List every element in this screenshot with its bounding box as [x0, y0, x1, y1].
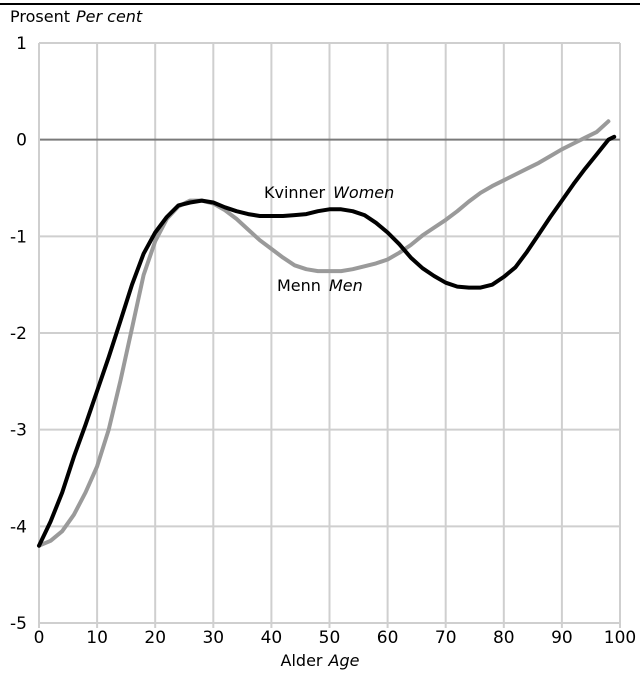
x-tick-label: 70 — [435, 628, 457, 648]
x-tick-label: 30 — [202, 628, 224, 648]
y-axis-title-secondary: Per cent — [75, 7, 143, 26]
x-tick-label: 40 — [261, 628, 283, 648]
x-tick-label: 10 — [86, 628, 108, 648]
y-tick-label: -2 — [10, 324, 27, 344]
y-tick-label: -1 — [10, 227, 27, 247]
x-tick-label: 100 — [604, 628, 636, 648]
y-tick-label: -3 — [10, 421, 27, 441]
x-axis-title-secondary: Age — [328, 651, 360, 670]
x-tick-label: 80 — [493, 628, 515, 648]
series-label-menn: Menn Men — [277, 276, 363, 295]
y-tick-label: -4 — [10, 517, 27, 537]
x-axis-title-primary: Alder — [280, 651, 323, 670]
x-axis-title: Alder Age — [0, 651, 640, 670]
x-tick-label: 0 — [34, 628, 45, 648]
top-rule — [0, 3, 640, 5]
y-axis-title-primary: Prosent — [10, 7, 70, 26]
y-tick-label: 0 — [16, 131, 27, 151]
y-axis-title: Prosent Per cent — [10, 7, 142, 26]
x-tick-label: 50 — [319, 628, 341, 648]
series-line-menn — [37, 119, 611, 548]
x-tick-label: 90 — [551, 628, 573, 648]
series-line-kvinner — [37, 134, 617, 548]
y-tick-label: 1 — [16, 34, 27, 54]
x-tick-label: 20 — [144, 628, 166, 648]
x-tick-label: 60 — [377, 628, 399, 648]
series-label-kvinner: Kvinner Women — [264, 183, 394, 202]
y-tick-label: -5 — [10, 614, 27, 634]
